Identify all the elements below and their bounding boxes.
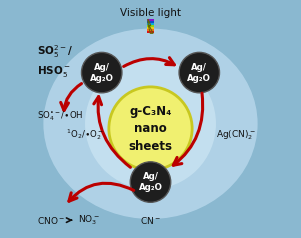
Polygon shape [147,23,154,25]
Polygon shape [147,25,154,27]
Ellipse shape [43,29,258,219]
Polygon shape [147,27,154,29]
Text: Visible light: Visible light [120,8,181,18]
Text: CN$^-$: CN$^-$ [140,215,161,226]
Text: g-C₃N₄
nano
sheets: g-C₃N₄ nano sheets [129,104,172,153]
Polygon shape [147,31,154,33]
Polygon shape [147,19,154,21]
Ellipse shape [85,58,216,189]
Text: $^1$O$_2$/$\bullet$O$_2^-$: $^1$O$_2$/$\bullet$O$_2^-$ [66,127,104,142]
Text: SO$_4^{\bullet-}$/$\bullet$OH: SO$_4^{\bullet-}$/$\bullet$OH [37,110,84,123]
Text: CNO$^-$: CNO$^-$ [37,215,66,226]
Circle shape [179,52,219,93]
Text: NO$_3^-$: NO$_3^-$ [78,213,100,227]
Polygon shape [147,21,154,23]
Text: Ag/
Ag₂O: Ag/ Ag₂O [138,172,163,192]
Text: Ag/
Ag₂O: Ag/ Ag₂O [90,63,114,83]
Text: Ag/
Ag₂O: Ag/ Ag₂O [187,63,211,83]
Text: SO$_5^{2-}$/
HSO$_5^-$: SO$_5^{2-}$/ HSO$_5^-$ [37,43,73,79]
Circle shape [130,162,171,202]
Circle shape [82,52,122,93]
Circle shape [109,87,192,170]
Text: Ag(CN)$_2^-$: Ag(CN)$_2^-$ [216,129,256,142]
Polygon shape [147,29,154,31]
